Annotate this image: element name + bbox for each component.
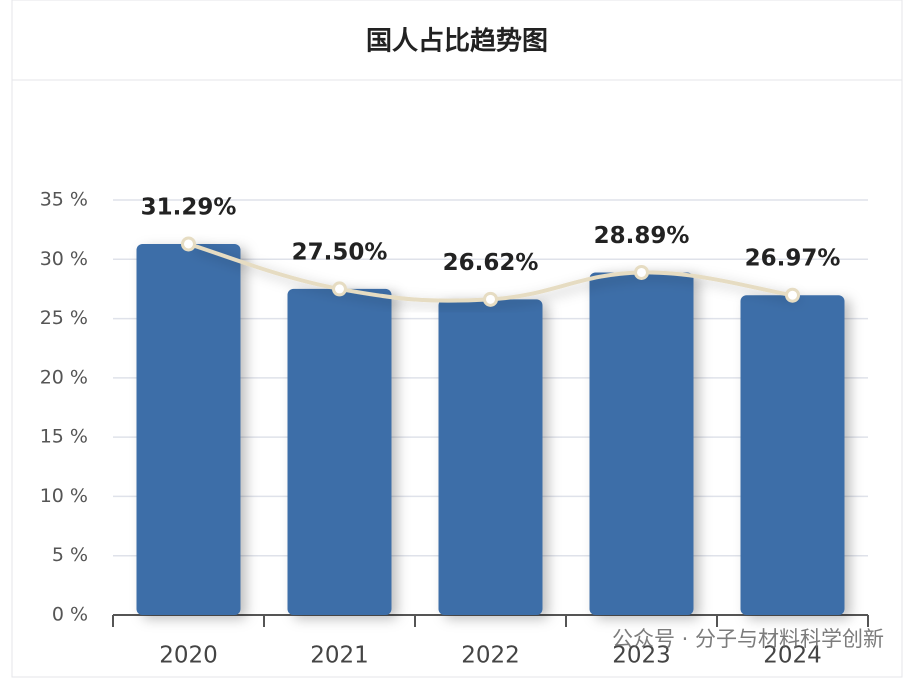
bar bbox=[438, 299, 543, 615]
x-tick-label: 2022 bbox=[461, 643, 520, 669]
y-tick-label: 5 % bbox=[52, 544, 88, 566]
watermark: 公众号 · 分子与材料科学创新 bbox=[612, 627, 884, 651]
y-tick-label: 25 % bbox=[40, 307, 88, 329]
y-tick-label: 10 % bbox=[40, 485, 88, 507]
y-tick-label: 15 % bbox=[40, 426, 88, 448]
value-label: 28.89% bbox=[594, 223, 690, 249]
bar bbox=[287, 288, 392, 615]
value-label: 26.62% bbox=[443, 250, 539, 276]
value-label: 26.97% bbox=[745, 246, 841, 272]
y-tick-label: 0 % bbox=[52, 604, 88, 626]
point bbox=[785, 287, 800, 303]
bar bbox=[136, 243, 241, 616]
x-tick-label: 2020 bbox=[159, 643, 218, 669]
x-tick-label: 2024 bbox=[763, 643, 822, 669]
bar bbox=[740, 295, 845, 615]
y-tick-label: 30 % bbox=[40, 248, 88, 270]
value-label: 27.50% bbox=[292, 239, 388, 265]
value-label: 31.29% bbox=[141, 194, 237, 220]
y-tick-label: 20 % bbox=[40, 366, 88, 388]
point bbox=[483, 291, 498, 307]
point bbox=[181, 236, 196, 252]
point bbox=[634, 264, 649, 280]
point bbox=[332, 281, 347, 297]
y-tick-label: 35 % bbox=[40, 189, 88, 211]
x-tick-label: 2021 bbox=[310, 643, 369, 669]
title-box bbox=[11, 0, 903, 81]
chart-title: 国人占比趋势图 bbox=[366, 27, 548, 57]
x-tick-label: 2023 bbox=[612, 643, 671, 669]
bar bbox=[589, 272, 694, 615]
